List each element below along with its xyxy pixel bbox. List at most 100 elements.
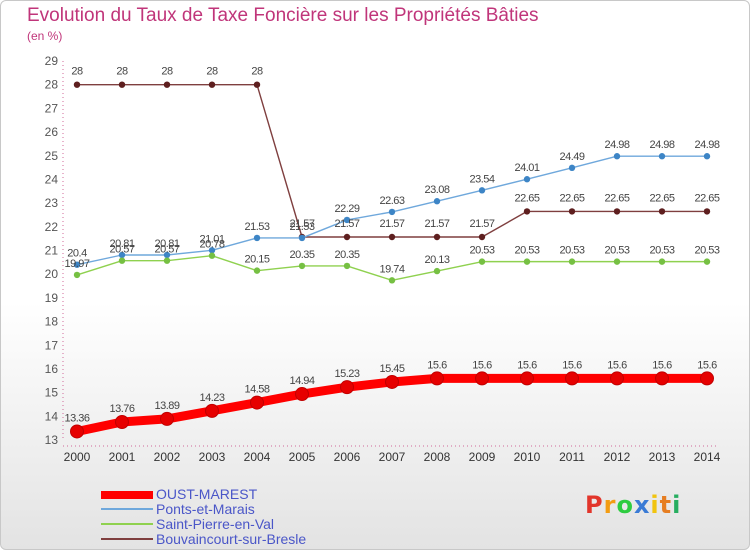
legend-item: Bouvaincourt-sur-Bresle <box>101 531 361 547</box>
legend-swatch <box>101 508 153 510</box>
data-label: 22.65 <box>514 192 539 204</box>
data-label: 22.65 <box>559 192 584 204</box>
data-label: 15.6 <box>427 359 447 371</box>
data-label: 20.53 <box>649 245 674 257</box>
data-point <box>298 234 306 242</box>
data-point <box>385 374 399 389</box>
logo-letter: t <box>659 491 673 519</box>
y-tick-label: 17 <box>45 338 59 352</box>
data-point <box>295 387 309 402</box>
data-point <box>343 233 351 241</box>
data-point <box>118 257 126 264</box>
data-point <box>703 208 711 215</box>
data-point <box>340 380 354 395</box>
legend-label: OUST-MAREST <box>156 486 258 502</box>
data-point <box>73 271 81 279</box>
data-label: 28 <box>251 66 263 78</box>
data-label: 14.23 <box>199 392 224 404</box>
y-tick-label: 28 <box>45 78 59 92</box>
y-tick-label: 14 <box>45 409 59 423</box>
data-label: 15.6 <box>517 359 537 371</box>
data-label: 20.57 <box>109 244 134 256</box>
data-point <box>208 252 216 259</box>
data-point <box>70 424 84 439</box>
data-label: 22.29 <box>334 203 359 215</box>
data-label: 21.57 <box>379 218 404 230</box>
logo-letter: r <box>603 491 617 519</box>
data-label: 20.35 <box>334 249 359 261</box>
logo-letter: i <box>672 491 682 519</box>
y-tick-label: 19 <box>45 291 59 305</box>
x-tick-label: 2014 <box>694 450 721 464</box>
data-label: 28 <box>71 66 83 78</box>
data-point <box>73 81 81 88</box>
data-label: 20.53 <box>514 245 539 257</box>
data-label: 21.01 <box>199 233 224 245</box>
data-point <box>163 81 171 88</box>
data-label: 24.98 <box>604 139 629 151</box>
proxiti-logo: Proxiti <box>585 491 681 519</box>
data-label: 24.98 <box>694 139 719 151</box>
data-point <box>610 371 624 386</box>
y-tick-label: 22 <box>45 220 59 234</box>
y-tick-label: 23 <box>45 196 59 210</box>
data-point <box>253 81 261 88</box>
data-label: 20.53 <box>559 245 584 257</box>
data-label: 20.78 <box>199 239 224 251</box>
data-point <box>430 371 444 386</box>
data-point <box>475 371 489 386</box>
data-point <box>613 153 621 160</box>
data-point <box>388 233 396 241</box>
data-label: 20.81 <box>154 238 179 250</box>
y-tick-label: 20 <box>45 267 59 281</box>
data-label: 21.57 <box>334 218 359 230</box>
data-label: 20.53 <box>469 245 494 257</box>
data-point <box>163 257 171 264</box>
data-label: 15.6 <box>607 359 627 371</box>
data-label: 24.01 <box>514 162 539 174</box>
y-tick-label: 15 <box>45 386 59 400</box>
data-label: 20.13 <box>424 254 449 266</box>
data-point <box>163 251 171 259</box>
x-tick-label: 2003 <box>199 450 226 464</box>
legend-swatch <box>101 523 153 525</box>
data-label: 15.23 <box>334 368 359 380</box>
data-label: 24.49 <box>559 151 584 163</box>
data-point <box>388 208 396 216</box>
x-tick-label: 2000 <box>64 450 91 464</box>
data-point <box>568 208 576 215</box>
data-label: 15.6 <box>562 359 582 371</box>
logo-letter: P <box>585 491 604 519</box>
logo-letter: i <box>650 491 660 519</box>
legend-label: Ponts-et-Marais <box>156 501 255 517</box>
y-tick-label: 24 <box>45 172 59 186</box>
x-tick-label: 2005 <box>289 450 316 464</box>
data-label: 20.57 <box>154 244 179 256</box>
data-label: 22.65 <box>649 192 674 204</box>
data-label: 14.94 <box>289 375 314 387</box>
series-layer <box>70 81 714 439</box>
data-label: 21.57 <box>469 218 494 230</box>
data-labels-layer: 28 28 28 28 28 21.57 21.57 21.57 21.57 21.57 22.65… <box>64 66 720 425</box>
y-tick-label: 26 <box>45 125 59 139</box>
legend-swatch <box>101 491 153 499</box>
legend-item: Saint-Pierre-en-Val <box>101 516 361 532</box>
data-label: 13.36 <box>64 412 89 424</box>
data-point <box>343 262 351 270</box>
x-tick-label: 2010 <box>514 450 541 464</box>
data-label: 22.65 <box>694 192 719 204</box>
data-label: 21.53 <box>289 221 314 233</box>
data-point <box>118 251 126 259</box>
data-label: 20.53 <box>694 245 719 257</box>
x-tick-label: 2009 <box>469 450 496 464</box>
data-point <box>118 81 126 88</box>
data-point <box>703 153 711 160</box>
data-point <box>478 258 486 265</box>
data-label: 14.58 <box>244 384 269 396</box>
data-label: 20.53 <box>604 245 629 257</box>
x-tick-label: 2011 <box>559 450 585 464</box>
data-point <box>700 371 714 386</box>
y-tick-label: 21 <box>45 244 59 258</box>
data-point <box>658 258 666 265</box>
